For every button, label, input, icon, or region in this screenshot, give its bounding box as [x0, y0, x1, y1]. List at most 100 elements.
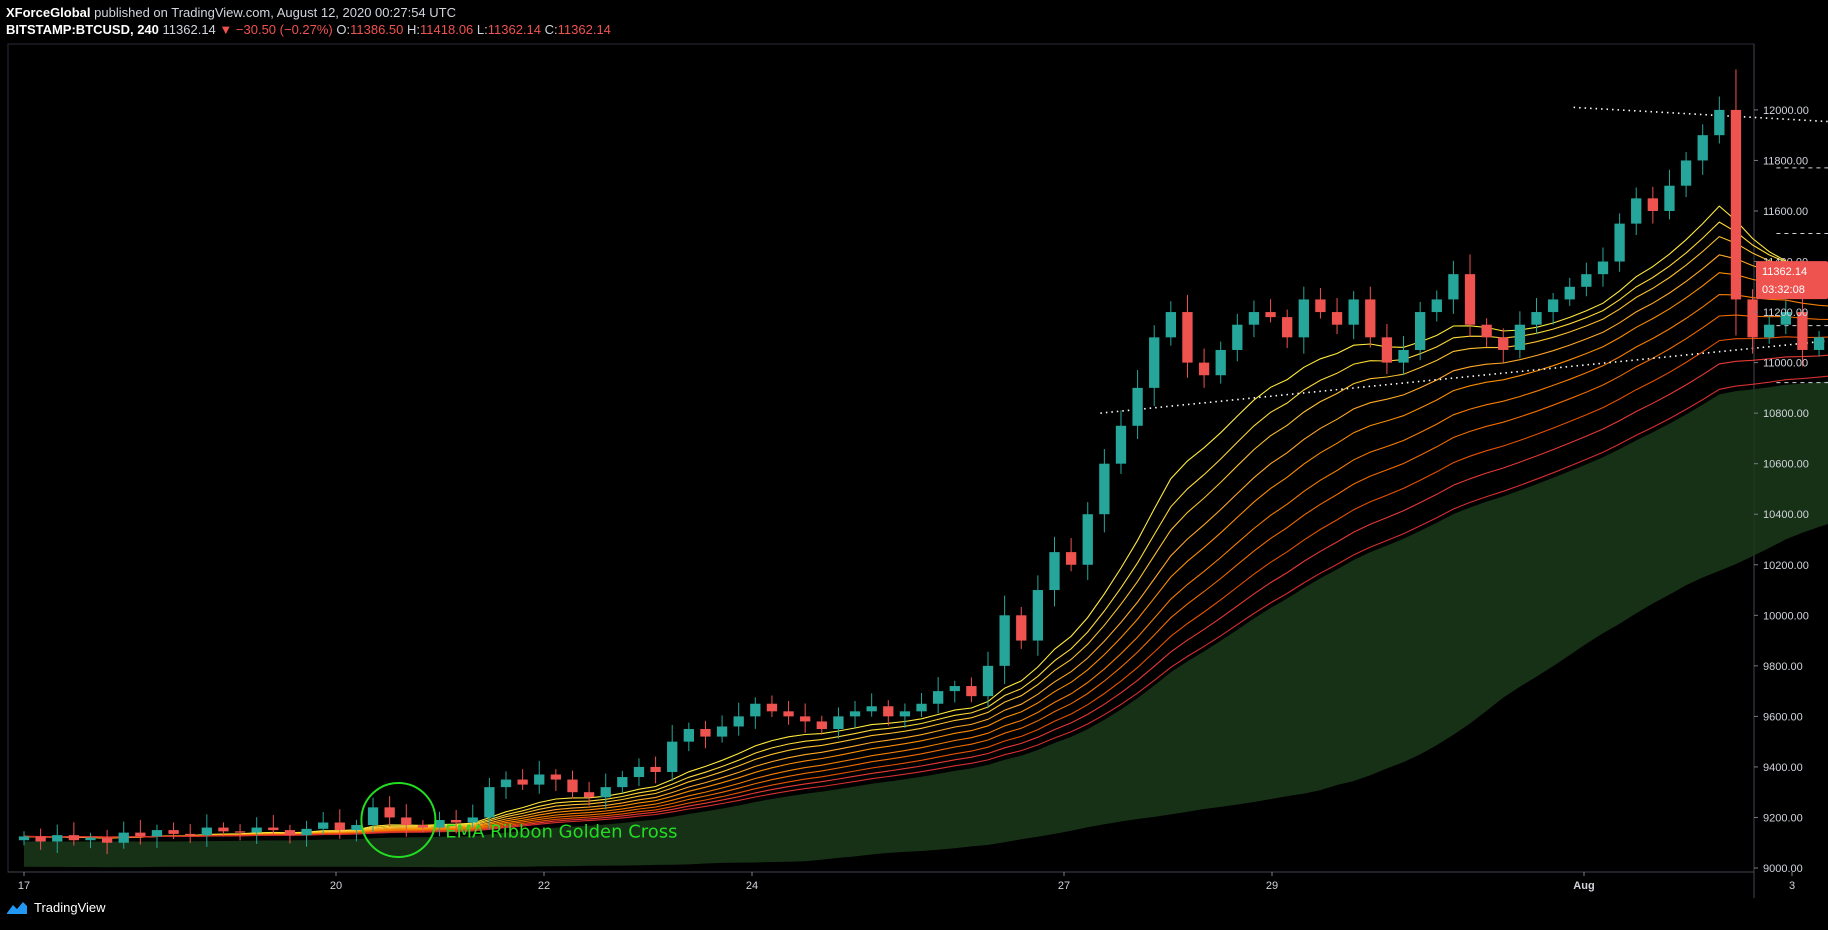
- candle-body: [234, 831, 246, 833]
- tradingview-logo-icon[interactable]: [6, 901, 28, 915]
- ema-ribbon-line-48: [23, 354, 1828, 838]
- candle-body: [1564, 286, 1575, 300]
- ema-ribbon-line-15: [23, 221, 1828, 839]
- x-tick-label: 22: [538, 880, 550, 892]
- y-tick-label: 9400.00: [1763, 762, 1803, 774]
- candle-body: [1498, 337, 1509, 350]
- low-label: L:: [476, 22, 488, 37]
- candle-body: [1298, 299, 1309, 338]
- author-name[interactable]: XForceGlobal: [6, 5, 91, 20]
- close-label: C:: [544, 22, 558, 37]
- ema-ribbon-line-26: [23, 272, 1828, 838]
- candle-body: [334, 822, 345, 831]
- candle-body: [1198, 362, 1210, 376]
- candle-body: [600, 787, 611, 798]
- candle-body: [1780, 312, 1791, 325]
- candle-body: [1248, 312, 1260, 325]
- y-tick-label: 10000.00: [1763, 610, 1809, 622]
- candle-body: [800, 716, 811, 722]
- candle-body: [916, 703, 927, 712]
- x-tick-label: 17: [18, 880, 30, 892]
- ema-ribbon-line-31: [23, 294, 1828, 838]
- y-tick-label: 11000.00: [1763, 358, 1808, 370]
- candle-body: [1065, 552, 1077, 565]
- candle-body: [151, 830, 163, 837]
- candle-body: [35, 836, 46, 842]
- candle-body: [716, 726, 728, 737]
- candle-body: [816, 721, 827, 730]
- candle-body: [434, 819, 445, 828]
- candle-body: [367, 807, 379, 826]
- candle-body: [18, 836, 30, 841]
- y-tick-label: 9600.00: [1763, 711, 1803, 723]
- candle-body: [866, 706, 877, 712]
- high-value: 11418.06: [420, 22, 474, 37]
- candle-body: [1697, 135, 1708, 161]
- candle-body: [567, 779, 578, 793]
- open-value: 11386.50: [350, 22, 404, 37]
- candle-body: [1631, 198, 1642, 224]
- open-label: O:: [336, 22, 351, 37]
- candle-body: [999, 615, 1010, 666]
- ema-ribbon-line-36: [23, 314, 1828, 838]
- candle-body: [1265, 312, 1276, 318]
- candle-body: [450, 819, 462, 823]
- candle-body: [1315, 299, 1326, 313]
- y-tick-label: 11600.00: [1763, 206, 1808, 218]
- candle-body: [1032, 590, 1044, 641]
- candle-body: [1747, 299, 1758, 338]
- y-tick-label: 10800.00: [1763, 408, 1809, 420]
- candle-body: [1714, 109, 1725, 136]
- y-tick-label: 11800.00: [1763, 155, 1808, 167]
- price-chart[interactable]: 0.786(11770.38)0.618(11510.84)0.5(11328.…: [0, 40, 1828, 898]
- candle-body: [1764, 324, 1775, 338]
- candle-body: [417, 825, 429, 828]
- candle-body: [1797, 312, 1808, 350]
- golden-cross-label: EMA Ribbon Golden Cross: [445, 822, 677, 843]
- candle-body: [251, 827, 262, 833]
- candle-body: [384, 807, 395, 818]
- candle-body: [949, 686, 960, 692]
- x-tick-label: 3: [1789, 880, 1795, 892]
- y-tick-label: 9000.00: [1763, 863, 1803, 875]
- candle-body: [218, 827, 229, 832]
- candle-body: [700, 729, 711, 737]
- ohlc-line: BITSTAMP:BTCUSD, 240 11362.14 ▼ −30.50 (…: [6, 21, 611, 38]
- candle-body: [783, 711, 794, 717]
- candle-body: [1398, 349, 1409, 363]
- y-tick-label: 10400.00: [1763, 509, 1809, 521]
- down-arrow-icon: ▼: [219, 22, 233, 37]
- candle-body: [1348, 299, 1359, 325]
- candle-body: [1730, 109, 1742, 300]
- x-tick-label: 20: [330, 880, 342, 892]
- close-value: 11362.14: [557, 22, 611, 37]
- candle-body: [1431, 299, 1442, 313]
- candle-body: [85, 837, 96, 841]
- candle-body: [1664, 185, 1675, 211]
- current-price-label: 11362.14: [1762, 266, 1807, 278]
- candle-body: [1647, 198, 1658, 211]
- candle-body: [268, 827, 279, 831]
- candle-body: [1331, 312, 1343, 325]
- candle-body: [833, 716, 844, 730]
- candle-body: [1165, 312, 1176, 338]
- candle-body: [1182, 312, 1193, 363]
- candle-body: [52, 835, 63, 842]
- ichimoku-cloud: [24, 381, 1828, 868]
- candle-body: [318, 822, 329, 829]
- low-value: 11362.14: [487, 22, 542, 37]
- ema-ribbon-line-18: [23, 235, 1828, 839]
- candle-body: [517, 779, 528, 785]
- footer-brand[interactable]: TradingView: [34, 900, 106, 915]
- symbol-label[interactable]: BITSTAMP:BTCUSD, 240: [6, 22, 159, 37]
- last-price: 11362.14: [162, 22, 216, 37]
- golden-cross-circle: [360, 781, 437, 858]
- candle-body: [650, 766, 661, 772]
- candle-body: [982, 665, 994, 697]
- candle-body: [1531, 312, 1542, 325]
- candle-body: [201, 827, 212, 836]
- candle-body: [1215, 349, 1226, 376]
- candle-body: [168, 830, 179, 834]
- price-change: −30.50 (−0.27%): [235, 22, 333, 37]
- y-tick-label: 10600.00: [1763, 459, 1809, 471]
